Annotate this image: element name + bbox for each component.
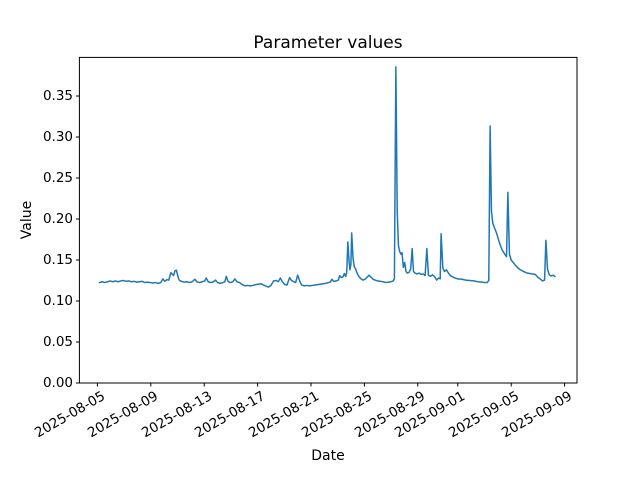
chart-title: Parameter values xyxy=(253,33,403,53)
parameter-value-line-series xyxy=(98,66,556,288)
y-tick-label: 0.10 xyxy=(42,293,73,309)
x-axis-label: Date xyxy=(311,448,345,464)
y-tick-label: 0.20 xyxy=(42,211,73,227)
y-tick-label: 0.05 xyxy=(42,334,73,350)
y-tick-label: 0.15 xyxy=(42,252,73,268)
y-tick-label: 0.25 xyxy=(42,170,73,186)
y-tick-label: 0.30 xyxy=(42,129,73,146)
y-tick-label: 0.35 xyxy=(42,88,73,105)
axis-ticks xyxy=(75,95,566,387)
y-tick-label: 0.00 xyxy=(42,375,73,391)
plot-area-border xyxy=(78,56,578,384)
